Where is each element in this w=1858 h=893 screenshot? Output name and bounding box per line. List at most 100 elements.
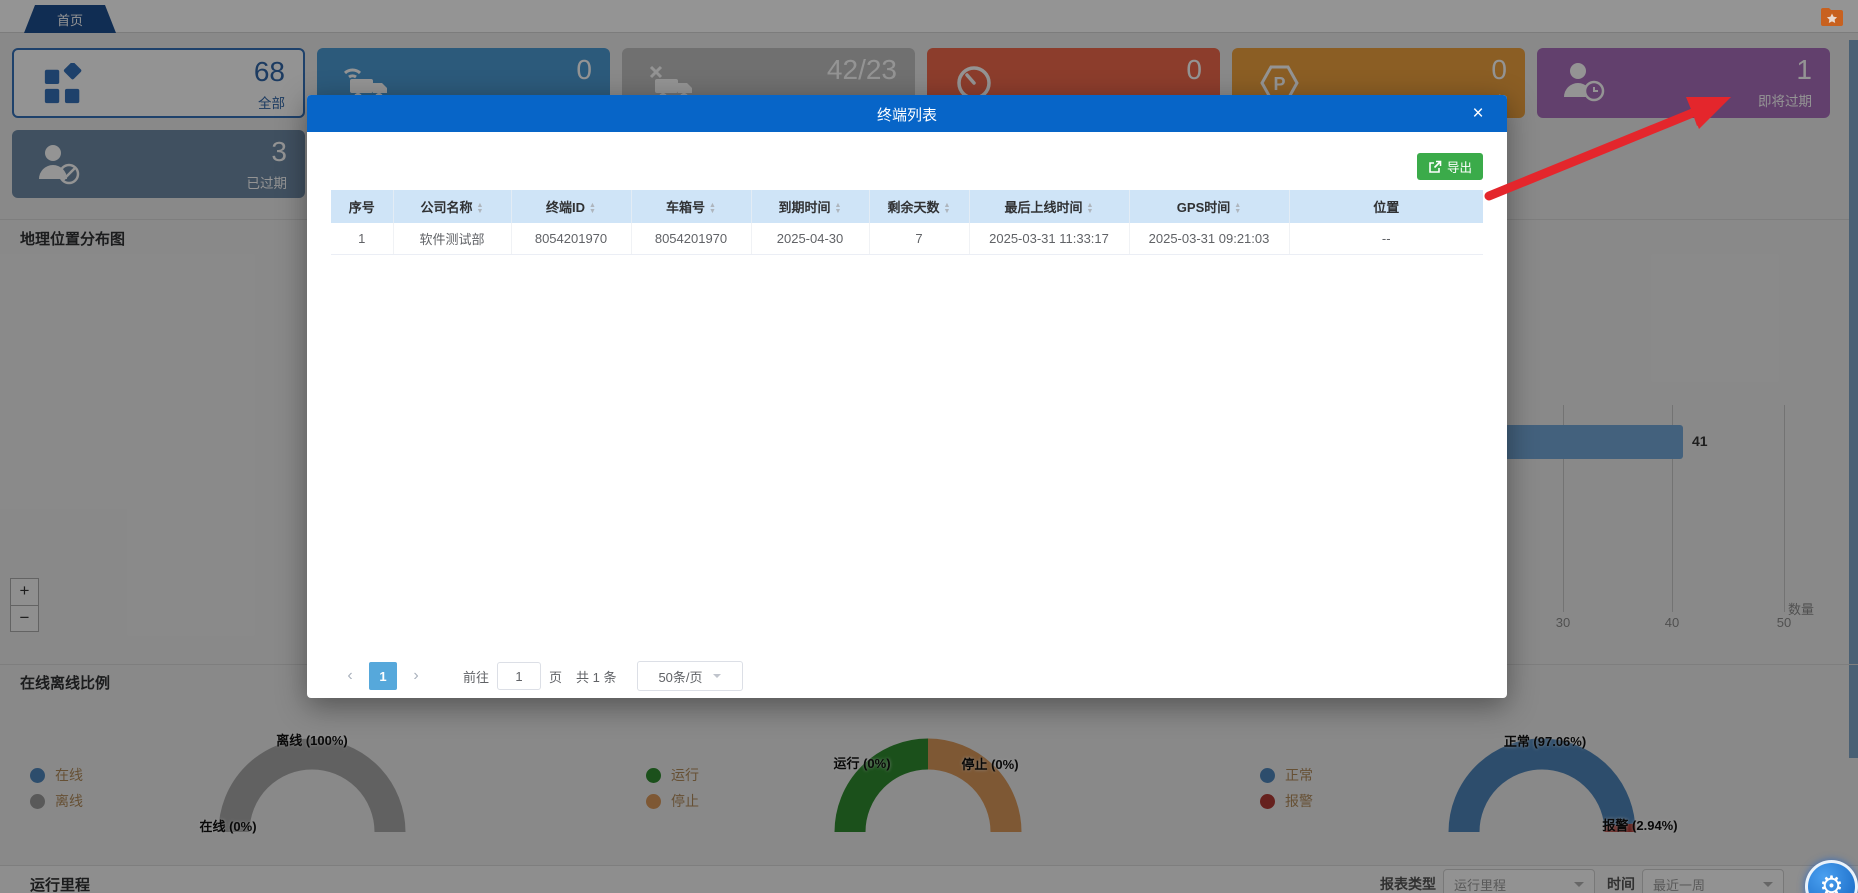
chart-gridline	[1784, 405, 1785, 612]
col-vehicle-no[interactable]: 车箱号 ▲ ▼	[631, 190, 752, 223]
mileage-section-title: 运行里程	[30, 877, 91, 893]
legend-dot-alarm	[1260, 793, 1275, 809]
cell-index: 1	[331, 223, 394, 255]
gauge2-legend: 运行 停止	[646, 762, 806, 814]
top-tab-bar: 首页	[0, 0, 1858, 33]
col-company[interactable]: 公司名称 ▲ ▼	[393, 190, 512, 223]
export-button-label: 导出	[1446, 161, 1472, 175]
legend-item[interactable]: 正常	[1260, 762, 1420, 788]
map-section-title: 地理位置分布图	[20, 231, 126, 248]
stat-label: 即将过期	[1758, 94, 1812, 109]
table-header-row: 序号 公司名称 ▲ ▼ 终端ID ▲ ▼ 车箱号 ▲ ▼ 到期时间 ▲ ▼ 剩余天数 ▲ ▼ 最后上…	[331, 190, 1483, 223]
chevron-down-icon	[1763, 881, 1773, 887]
cell-gps-time: 2025-03-31 09:21:03	[1129, 223, 1290, 255]
cell-terminal-id: 8054201970	[511, 223, 632, 255]
col-location: 位置	[1289, 190, 1483, 223]
legend-label: 离线	[55, 793, 83, 809]
stat-card-all[interactable]: 68 全部	[12, 48, 305, 118]
legend-label: 运行	[671, 767, 699, 783]
col-last-online[interactable]: 最后上线时间 ▲ ▼	[969, 190, 1130, 223]
legend-item[interactable]: 停止	[646, 788, 806, 814]
stat-value: 0	[1491, 54, 1507, 85]
legend-item[interactable]: 离线	[30, 788, 190, 814]
gauge-label: 运行 (0%)	[833, 756, 891, 771]
sort-icon[interactable]: ▲ ▼	[943, 201, 951, 215]
report-type-select[interactable]: 运行里程	[1443, 869, 1595, 893]
stat-value: 68	[253, 56, 285, 87]
sort-icon[interactable]: ▲ ▼	[1234, 201, 1242, 215]
stat-label: 全部	[258, 96, 285, 111]
legend-item[interactable]: 在线	[30, 762, 190, 788]
legend-label: 停止	[671, 793, 699, 809]
legend-item[interactable]: 运行	[646, 762, 806, 788]
legend-label: 正常	[1285, 767, 1313, 783]
tab-home[interactable]: 首页	[24, 5, 116, 33]
pagination: ‹ 1 › 前往 页 共 1 条 50条/页	[337, 661, 743, 691]
chart-gridline	[1672, 405, 1673, 612]
export-icon	[1429, 160, 1442, 173]
page-number-button[interactable]: 1	[369, 662, 397, 690]
map-zoom-out-button[interactable]: −	[10, 605, 39, 632]
next-page-icon[interactable]: ›	[413, 667, 419, 684]
stat-card-expired[interactable]: 3 已过期	[12, 130, 305, 198]
map-zoom-in-button[interactable]: +	[10, 578, 39, 605]
time-label: 时间	[1607, 876, 1635, 892]
col-expire-time[interactable]: 到期时间 ▲ ▼	[751, 190, 870, 223]
col-gps-time[interactable]: GPS时间 ▲ ▼	[1129, 190, 1290, 223]
stat-value: 42/23	[826, 54, 897, 85]
gauge-online-offline	[218, 738, 406, 833]
gauge-label: 离线 (100%)	[276, 733, 348, 748]
gauge1-legend: 在线 离线	[30, 762, 190, 814]
legend-item[interactable]: 报警	[1260, 788, 1420, 814]
sort-icon[interactable]: ▲ ▼	[834, 201, 842, 215]
svg-text:P: P	[1273, 74, 1285, 94]
goto-page-input[interactable]	[497, 662, 542, 690]
gauge3-legend: 正常 报警	[1260, 762, 1420, 814]
time-value: 最近一周	[1653, 877, 1706, 893]
terminal-table: 序号 公司名称 ▲ ▼ 终端ID ▲ ▼ 车箱号 ▲ ▼ 到期时间 ▲ ▼ 剩余天数 ▲ ▼ 最后上…	[331, 190, 1483, 255]
x-tick: 50	[1776, 615, 1792, 630]
chevron-down-icon	[712, 674, 721, 678]
legend-dot-online	[30, 767, 45, 783]
sort-icon[interactable]: ▲ ▼	[709, 201, 716, 215]
prev-page-icon[interactable]: ‹	[347, 667, 353, 684]
chevron-down-icon	[1574, 881, 1584, 887]
legend-dot-offline	[30, 793, 45, 809]
stat-value: 1	[1796, 54, 1812, 85]
x-axis-label: 数量	[1788, 602, 1815, 617]
terminal-list-dialog: 终端列表 × 导出 序号 公司名称 ▲ ▼ 终端ID ▲ ▼ 车箱号 ▲ ▼ 到期时间 ▲ ▼	[307, 95, 1507, 698]
sort-icon[interactable]: ▲ ▼	[1086, 201, 1094, 215]
col-days-left[interactable]: 剩余天数 ▲ ▼	[869, 190, 970, 223]
dialog-header: 终端列表 ×	[307, 95, 1507, 132]
person-expired-icon	[39, 145, 80, 185]
gauge-label: 停止 (0%)	[961, 757, 1019, 772]
page-suffix: 页	[549, 669, 563, 685]
legend-label: 在线	[55, 767, 83, 783]
legend-dot-running	[646, 767, 661, 783]
cell-last-online: 2025-03-31 11:33:17	[969, 223, 1130, 255]
export-button[interactable]: 导出	[1416, 153, 1483, 180]
table-row[interactable]: 1 软件测试部 8054201970 8054201970 2025-04-30…	[331, 223, 1483, 255]
stat-value: 0	[1186, 54, 1202, 85]
sort-icon[interactable]: ▲ ▼	[476, 201, 484, 215]
page-size-select[interactable]: 50条/页	[636, 661, 743, 691]
dialog-title: 终端列表	[876, 107, 937, 124]
gauge-section-title: 在线离线比例	[20, 675, 111, 692]
legend-dot-normal	[1260, 767, 1275, 783]
gauge-label: 报警 (2.94%)	[1602, 818, 1678, 833]
time-select[interactable]: 最近一周	[1642, 869, 1784, 893]
page-size-value: 50条/页	[658, 669, 703, 685]
stat-value: 0	[576, 54, 592, 85]
stat-value: 3	[271, 136, 287, 167]
close-icon[interactable]: ×	[1472, 103, 1484, 124]
legend-label: 报警	[1285, 793, 1313, 809]
cell-company: 软件测试部	[393, 223, 512, 255]
stat-card-expiring[interactable]: 1 即将过期	[1537, 48, 1830, 118]
col-terminal-id[interactable]: 终端ID ▲ ▼	[511, 190, 632, 223]
panel-scrollbar[interactable]	[1849, 40, 1858, 758]
favorites-folder-icon[interactable]	[1820, 7, 1844, 27]
sort-icon[interactable]: ▲ ▼	[589, 201, 596, 215]
x-tick: 30	[1555, 615, 1571, 630]
chart-bar-value: 41	[1692, 433, 1708, 449]
